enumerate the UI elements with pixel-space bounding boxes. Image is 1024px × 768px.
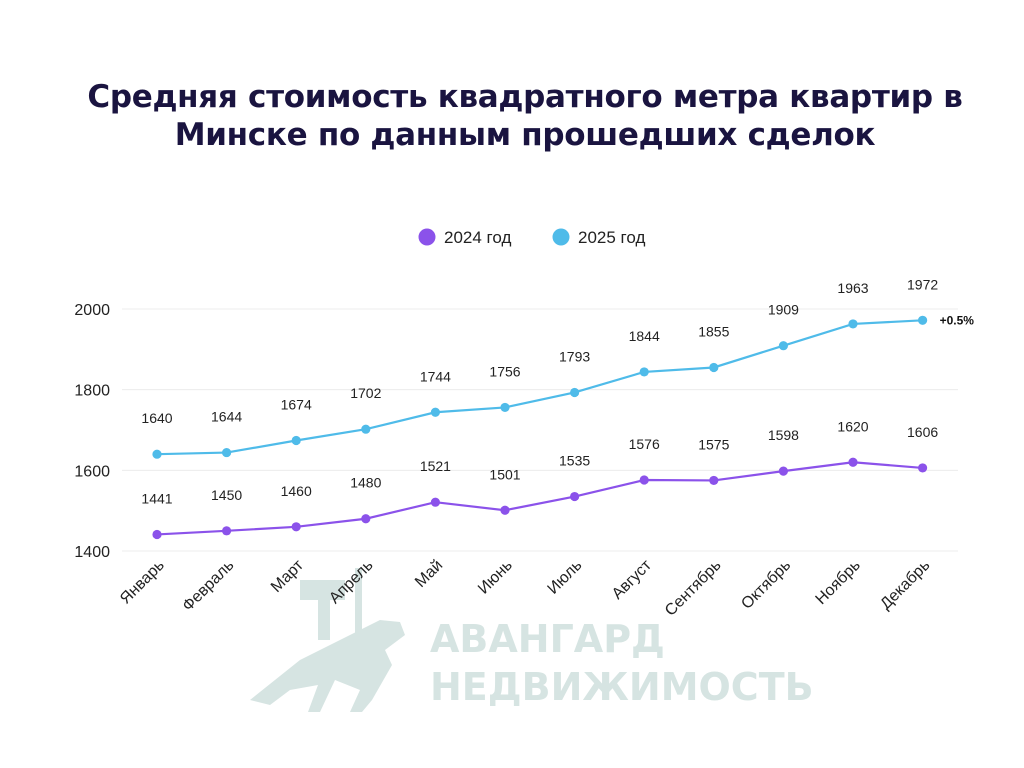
series-line <box>156 319 923 456</box>
data-point <box>918 463 928 473</box>
legend: 2024 год 2025 год <box>418 228 645 247</box>
x-tick-label: Май <box>412 557 446 591</box>
x-tick-label: Февраль <box>179 557 237 615</box>
series-layer: 1441 1450 1460 1480 1521 1501 1535 1576 1575 1598… <box>141 276 975 540</box>
legend-label: 2024 год <box>444 228 511 247</box>
x-tick-label: Июнь <box>475 557 516 598</box>
data-point <box>500 505 510 515</box>
data-point <box>500 402 510 413</box>
data-point <box>778 466 789 476</box>
data-label: 1535 <box>559 453 590 469</box>
data-label: 1963 <box>837 280 868 296</box>
data-point <box>361 514 371 524</box>
watermark-line-2: НЕДВИЖИМОСТЬ <box>430 665 814 709</box>
y-tick-label: 1600 <box>74 463 110 480</box>
data-point <box>361 424 371 434</box>
data-label: 1480 <box>350 475 381 491</box>
data-label: 1501 <box>489 466 520 482</box>
data-point <box>152 529 162 540</box>
data-point <box>291 435 301 446</box>
data-label: 1450 <box>211 487 242 503</box>
data-label: 1598 <box>768 427 799 443</box>
data-label: 1844 <box>629 328 660 344</box>
chart-title-line-2: Минске по данным прошедших сделок <box>174 117 876 153</box>
data-point <box>430 407 440 417</box>
data-label: 1521 <box>420 458 451 474</box>
data-label: 1640 <box>141 410 172 426</box>
legend-marker <box>552 228 570 246</box>
legend-item-1: 2024 год <box>418 228 511 247</box>
legend-marker <box>418 228 436 246</box>
x-tick-label: Декабрь <box>877 557 933 613</box>
series-2: 1640 1644 1674 1702 1744 1756 1793 1844 1855 1909… <box>141 276 938 459</box>
x-tick-label: Октябрь <box>738 557 794 613</box>
chart-title: Средняя стоимость квадратного метра квар… <box>60 78 990 154</box>
data-point <box>570 491 580 502</box>
data-point <box>709 362 719 373</box>
data-label: 1460 <box>281 483 312 499</box>
data-point <box>291 522 301 532</box>
x-tick-label: Январь <box>117 557 168 608</box>
data-point <box>222 447 232 458</box>
y-axis: 1400 1600 1800 2000 <box>74 302 110 561</box>
change-annotation: +0.5% <box>940 313 975 327</box>
data-point <box>430 497 440 507</box>
y-tick-label: 1800 <box>74 383 110 400</box>
chart-title-line-1: Средняя стоимость квадратного метра квар… <box>87 79 963 115</box>
data-label: 1674 <box>281 396 312 412</box>
data-label: 1575 <box>698 436 729 452</box>
data-point <box>639 367 649 377</box>
watermark-knight-logo <box>250 568 405 712</box>
data-label: 1793 <box>559 348 590 364</box>
data-point <box>152 449 162 459</box>
series-line <box>156 461 923 536</box>
data-label: 1744 <box>420 368 451 384</box>
data-point <box>778 341 789 351</box>
data-label: 1644 <box>211 409 242 425</box>
data-label: 1972 <box>907 276 938 292</box>
data-point <box>709 475 719 486</box>
legend-item-2: 2025 год <box>552 228 645 247</box>
data-point <box>570 387 580 398</box>
x-tick-label: Август <box>609 556 656 603</box>
watermark-line-1: АВАНГАРД <box>430 617 665 661</box>
gridlines <box>122 308 958 552</box>
data-label: 1576 <box>629 436 660 452</box>
x-tick-label: Ноябрь <box>813 557 864 608</box>
series-1: 1441 1450 1460 1480 1521 1501 1535 1576 1575 1598… <box>141 418 938 540</box>
y-tick-label: 2000 <box>74 302 110 319</box>
data-point <box>848 457 858 467</box>
x-tick-label: Сентябрь <box>662 557 725 620</box>
data-label: 1620 <box>837 418 868 434</box>
data-label: 1909 <box>768 302 799 318</box>
watermark: АВАНГАРД НЕДВИЖИМОСТЬ <box>250 568 814 712</box>
data-label: 1702 <box>350 385 381 401</box>
data-label: 1756 <box>489 363 520 379</box>
legend-label: 2025 год <box>578 228 645 247</box>
data-label: 1855 <box>698 323 729 339</box>
x-axis: Январь Февраль Март Апрель Май Июнь Июль Август… <box>117 556 933 619</box>
y-tick-label: 1400 <box>74 544 110 561</box>
data-label: 1606 <box>907 424 938 440</box>
data-point <box>848 319 858 329</box>
x-tick-label: Июль <box>545 557 586 598</box>
data-label: 1441 <box>141 490 172 506</box>
data-point <box>222 526 232 536</box>
data-point <box>639 475 649 485</box>
data-point <box>918 315 928 325</box>
